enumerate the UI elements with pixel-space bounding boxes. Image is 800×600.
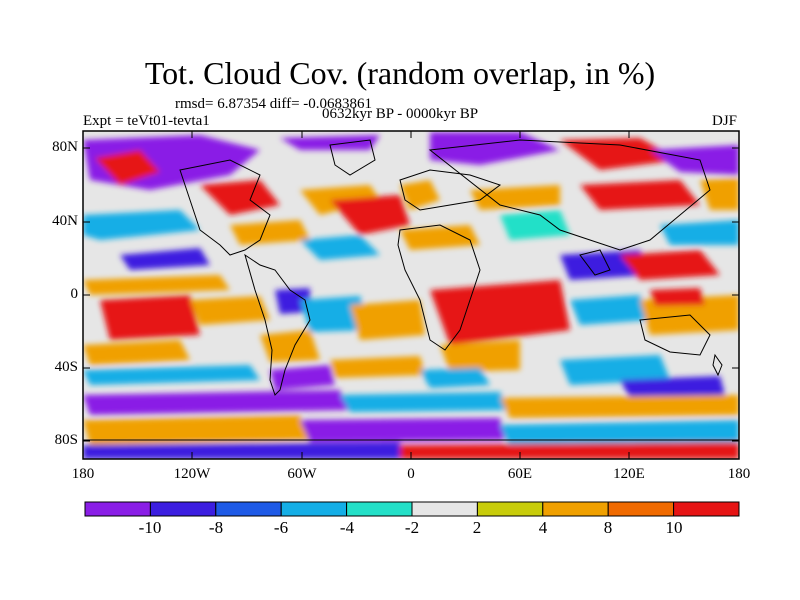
colorbar-label: 10 xyxy=(665,518,683,537)
lon-label-180w: 180 xyxy=(71,466,95,482)
colorbar-label: -4 xyxy=(339,518,355,537)
lat-label-0: 0 xyxy=(70,286,79,302)
lon-label-120e: 120E xyxy=(613,466,645,482)
lon-label-60w: 60W xyxy=(287,466,317,482)
stats-line: rmsd= 6.87354 diff= -0.0683861 xyxy=(175,96,373,112)
colorbar-swatch-9 xyxy=(607,501,675,517)
lon-label-180e: 180 xyxy=(727,466,751,482)
map-title: Tot. Cloud Cov. (random overlap, in %) xyxy=(144,55,656,91)
colorbar-swatch-6 xyxy=(411,501,478,517)
colorbar-label: -8 xyxy=(208,518,224,537)
colorbar-swatch-10 xyxy=(673,501,740,517)
lat-label-80n: 80N xyxy=(52,139,78,155)
colorbar-swatch-8 xyxy=(542,501,609,517)
colorbar-label: 2 xyxy=(472,518,482,537)
lat-label-40n: 40N xyxy=(52,213,78,229)
colorbar-swatch-1 xyxy=(84,501,151,517)
lon-label-60e: 60E xyxy=(507,466,533,482)
lat-label-40s: 40S xyxy=(54,359,78,375)
colorbar-swatch-3 xyxy=(215,501,282,517)
colorbar-label: -10 xyxy=(138,518,162,537)
colorbar xyxy=(84,501,740,517)
coastlines xyxy=(83,139,739,441)
colorbar-swatch-5 xyxy=(346,501,413,517)
colorbar-label: 8 xyxy=(603,518,613,537)
colorbar-swatch-2 xyxy=(149,501,217,517)
lat-label-80s: 80S xyxy=(54,432,78,448)
lon-label-120w: 120W xyxy=(173,466,211,482)
period-line: 0632kyr BP - 0000kyr BP xyxy=(322,106,479,122)
colorbar-swatch-7 xyxy=(476,501,544,517)
colorbar-label: -2 xyxy=(404,518,420,537)
experiment-label: Expt = teVt01-tevta1 xyxy=(83,113,210,129)
anomaly-field xyxy=(83,131,739,459)
colorbar-label: 4 xyxy=(538,518,548,537)
season-label: DJF xyxy=(712,113,738,129)
lon-label-0: 0 xyxy=(407,466,415,482)
axis-ticks xyxy=(83,131,739,459)
colorbar-label: -6 xyxy=(273,518,289,537)
colorbar-swatch-4 xyxy=(280,501,348,517)
